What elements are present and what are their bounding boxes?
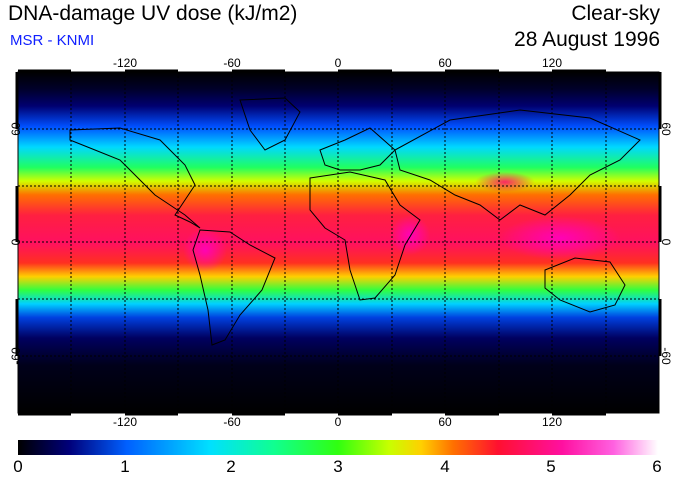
coast-south-america [192,229,276,346]
lon-tick-top: 0 [334,56,342,70]
lon-tick-bottom: 60 [438,415,452,429]
subtitle: MSR - KNMI [10,32,95,49]
hotspot-tibet [475,172,535,192]
lon-tick-top: 60 [438,56,452,70]
lon-tick-bottom: -120 [112,415,138,429]
title: DNA-damage UV dose (kJ/m2) [8,2,298,25]
coast-north-america [69,127,201,229]
date-label: 28 August 1996 [514,28,660,51]
lat-tick-right: -60 [659,347,673,365]
hotspot-africa [390,215,430,255]
lat-tick-right: 0 [659,238,673,246]
colorbar-label: 1 [120,457,130,476]
coast-europe [319,127,396,171]
hotspot-andes [183,228,227,272]
lat-tick-left: 0 [9,238,23,246]
colorbar-label: 5 [546,457,556,476]
lon-tick-top: -60 [223,56,241,70]
lat-tick-right: 60 [659,122,673,136]
lat-tick-left: 60 [9,122,23,136]
colorbar [18,440,658,455]
colorbar-label: 0 [13,457,23,476]
colorbar-label: 6 [652,457,662,476]
lat-tick-left: -60 [9,347,23,365]
graticule [18,72,659,413]
colorbar-label: 3 [333,457,343,476]
lon-tick-bottom: -60 [223,415,241,429]
frame-ticks [15,69,662,416]
lon-tick-top: -120 [112,56,138,70]
lon-tick-bottom: 0 [334,415,342,429]
coast-australia [544,257,626,313]
sky-condition: Clear-sky [571,2,660,25]
lon-tick-top: 120 [541,56,563,70]
colorbar-label: 2 [226,457,236,476]
colorbar-label: 4 [440,457,450,476]
hotspot-indonesia [500,216,620,260]
lon-tick-bottom: 120 [541,415,563,429]
coast-asia [394,109,641,221]
coast-africa [309,171,421,301]
